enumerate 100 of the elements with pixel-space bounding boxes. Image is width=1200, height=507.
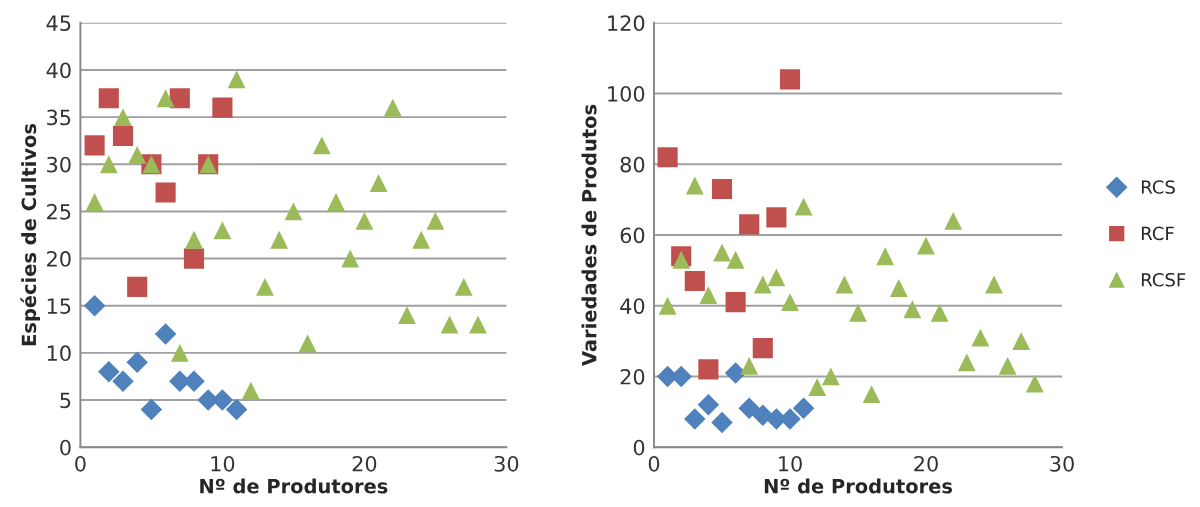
point (298, 334, 317, 353)
point (752, 338, 773, 359)
point (355, 211, 374, 230)
point (383, 98, 402, 117)
point (739, 214, 760, 235)
y-tick-label: 120 (608, 15, 645, 32)
point (154, 323, 177, 345)
point (369, 174, 388, 193)
x-tick-label: 30 (1050, 455, 1074, 472)
point (971, 328, 990, 347)
point (128, 145, 147, 164)
point (794, 197, 813, 216)
x-tick-label: 0 (648, 455, 660, 472)
point (767, 268, 786, 287)
point (112, 370, 134, 392)
point (127, 276, 148, 297)
point (98, 360, 120, 383)
point (213, 221, 232, 240)
point (944, 211, 963, 230)
point (1025, 374, 1044, 393)
y-tick-label: 10 (47, 345, 71, 362)
point (957, 353, 976, 372)
point (155, 182, 176, 203)
y-tick-label: 40 (620, 298, 645, 314)
point (808, 378, 827, 396)
y-tick-label: 40 (46, 62, 71, 79)
y-tick-label: 5 (60, 392, 71, 409)
point (156, 89, 175, 108)
point (112, 125, 134, 147)
point (752, 404, 774, 427)
y-tick-label: 15 (47, 298, 71, 314)
y-tick-label: 30 (47, 156, 71, 173)
y-tick-label: 0 (60, 439, 71, 456)
y-tick-label: 80 (620, 156, 645, 173)
point (412, 230, 431, 249)
y-tick-label: 20 (47, 251, 71, 267)
point (225, 398, 248, 421)
point (99, 155, 118, 174)
point (725, 292, 746, 313)
point (398, 306, 416, 325)
point (998, 356, 1017, 375)
point (740, 356, 759, 375)
point (684, 408, 706, 430)
point (711, 411, 733, 434)
point (183, 248, 205, 269)
point (140, 398, 163, 421)
point (426, 211, 445, 230)
point (711, 178, 733, 200)
point (170, 343, 189, 362)
point (270, 230, 289, 249)
y-tick-label: 45 (46, 15, 71, 32)
y-tick-label: 35 (47, 109, 71, 126)
point (312, 136, 331, 155)
point (85, 193, 104, 211)
y-axis-title: Espécies de Cultivos (20, 123, 40, 346)
y-tick-label: 0 (633, 439, 645, 456)
point (726, 250, 745, 269)
point (766, 207, 787, 228)
legend-label: RCS (1141, 180, 1175, 194)
x-axis-title: Nº de Produtores (200, 478, 388, 494)
point (241, 381, 260, 400)
y-tick-label: 25 (47, 203, 71, 220)
point (781, 293, 799, 312)
point (341, 249, 360, 268)
point (114, 108, 132, 127)
point (685, 176, 704, 195)
point (169, 88, 190, 109)
legend-label: RCSF (1141, 272, 1186, 287)
x-axis-title: Nº de Produtores (764, 478, 953, 494)
x-tick-label: 10 (211, 455, 235, 472)
x-tick-label: 20 (352, 455, 377, 472)
point (724, 362, 747, 384)
x-tick-label: 20 (914, 455, 938, 472)
point (903, 300, 922, 319)
point (835, 275, 854, 294)
point (84, 135, 105, 156)
point (738, 397, 760, 420)
point (227, 70, 246, 89)
point (126, 351, 148, 374)
point (684, 270, 705, 292)
point (256, 277, 274, 296)
point (83, 294, 106, 317)
point (440, 315, 459, 334)
point (327, 193, 345, 211)
point (657, 147, 678, 168)
point (699, 286, 718, 305)
y-tick-label: 60 (620, 227, 645, 244)
point (469, 315, 487, 334)
point (284, 202, 303, 221)
point (1012, 332, 1031, 350)
y-tick-label: 20 (620, 368, 645, 385)
point (698, 359, 719, 380)
point (183, 370, 205, 392)
point (792, 397, 815, 420)
point (753, 275, 772, 294)
point (889, 279, 908, 297)
x-tick-label: 10 (779, 455, 802, 472)
point (779, 69, 801, 90)
point (212, 97, 233, 118)
point (185, 230, 203, 249)
